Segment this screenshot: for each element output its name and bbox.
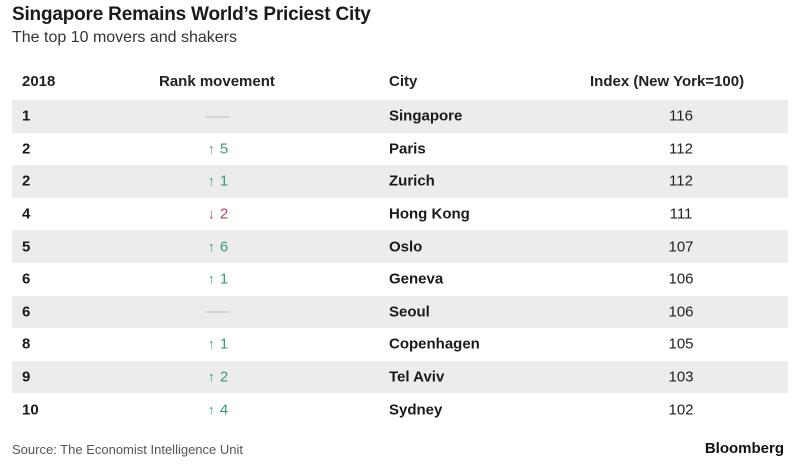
table-row: 2 ↑ 5 Paris 112 bbox=[12, 133, 788, 166]
table-row: 6 Seoul 106 bbox=[12, 295, 788, 329]
rank-cell: 8 bbox=[22, 335, 31, 353]
arrow-up-icon: ↑ bbox=[207, 270, 215, 287]
table-row: 6 ↑ 1 Geneva 106 bbox=[12, 263, 788, 296]
no-change-dash-icon bbox=[206, 311, 230, 313]
rank-change-value: 2 bbox=[219, 205, 229, 223]
table-row: 9 ↑ 2 Tel Aviv 103 bbox=[12, 360, 788, 394]
table-row: 10 ↑ 4 Sydney 102 bbox=[12, 393, 788, 426]
city-cell: Seoul bbox=[389, 303, 430, 321]
table-body: 1 Singapore 116 2 ↑ 5 Paris 112 2 ↑ 1 Zurich 112 4 ↓ 2 H… bbox=[12, 100, 788, 426]
index-cell: 116 bbox=[669, 107, 693, 125]
rank-change-value: 2 bbox=[219, 368, 229, 386]
city-cell: Singapore bbox=[389, 107, 463, 125]
rank-cell: 10 bbox=[22, 401, 39, 419]
index-cell: 106 bbox=[668, 303, 694, 321]
rank-movement-cell: ↑ 6 bbox=[203, 238, 233, 255]
chart-title: Singapore Remains World’s Priciest City bbox=[12, 4, 371, 25]
rank-table: 2018 Rank movement City Index (New York=… bbox=[12, 66, 788, 426]
rank-change-value: 5 bbox=[219, 140, 229, 158]
table-row: 2 ↑ 1 Zurich 112 bbox=[12, 165, 788, 198]
rank-change-value: 1 bbox=[219, 270, 229, 288]
col-header-city: City bbox=[389, 73, 418, 90]
table-header: 2018 Rank movement City Index (New York=… bbox=[12, 66, 788, 100]
rank-movement-cell: ↑ 2 bbox=[203, 369, 233, 386]
index-cell: 111 bbox=[669, 205, 693, 223]
rank-change-value: 1 bbox=[219, 172, 229, 190]
table-row: 8 ↑ 1 Copenhagen 105 bbox=[12, 328, 788, 361]
city-cell: Oslo bbox=[389, 238, 423, 256]
arrow-up-icon: ↑ bbox=[207, 335, 215, 352]
rank-cell: 9 bbox=[22, 368, 31, 386]
arrow-up-icon: ↑ bbox=[207, 140, 215, 157]
rank-movement-cell bbox=[203, 303, 233, 320]
rank-movement-cell: ↑ 1 bbox=[203, 336, 233, 353]
arrow-up-icon: ↑ bbox=[207, 172, 215, 189]
index-cell: 106 bbox=[668, 270, 694, 288]
city-cell: Tel Aviv bbox=[389, 368, 445, 386]
index-cell: 107 bbox=[668, 238, 694, 256]
rank-cell: 2 bbox=[22, 140, 31, 158]
brand-logo: Bloomberg bbox=[704, 440, 784, 457]
rank-cell: 6 bbox=[22, 303, 31, 321]
col-header-index: Index (New York=100) bbox=[590, 73, 745, 90]
rank-movement-cell: ↑ 1 bbox=[203, 173, 233, 190]
arrow-up-icon: ↑ bbox=[207, 401, 215, 418]
rank-movement-cell bbox=[203, 108, 233, 125]
rank-movement-cell: ↓ 2 bbox=[203, 206, 233, 223]
rank-cell: 5 bbox=[22, 238, 31, 256]
city-cell: Geneva bbox=[389, 270, 444, 288]
city-cell: Copenhagen bbox=[389, 335, 480, 353]
table-row: 4 ↓ 2 Hong Kong 111 bbox=[12, 198, 788, 231]
index-cell: 105 bbox=[668, 335, 694, 353]
arrow-up-icon: ↑ bbox=[207, 368, 215, 385]
city-cell: Sydney bbox=[389, 401, 443, 419]
rank-cell: 2 bbox=[22, 172, 31, 190]
rank-change-value: 6 bbox=[219, 238, 229, 256]
col-header-year: 2018 bbox=[22, 73, 56, 90]
rank-cell: 4 bbox=[22, 205, 31, 223]
col-header-rank-movement: Rank movement bbox=[159, 73, 275, 90]
source-note: Source: The Economist Intelligence Unit bbox=[12, 442, 243, 457]
rank-movement-cell: ↑ 4 bbox=[203, 401, 233, 418]
index-cell: 103 bbox=[668, 368, 694, 386]
rank-change-value: 1 bbox=[219, 335, 229, 353]
city-cell: Zurich bbox=[389, 172, 435, 190]
chart-subtitle: The top 10 movers and shakers bbox=[12, 29, 238, 46]
no-change-dash-icon bbox=[206, 116, 230, 118]
rank-movement-cell: ↑ 5 bbox=[203, 140, 233, 157]
index-cell: 112 bbox=[669, 140, 693, 158]
city-cell: Hong Kong bbox=[389, 205, 470, 223]
arrow-down-icon: ↓ bbox=[207, 205, 215, 222]
arrow-up-icon: ↑ bbox=[207, 238, 215, 255]
index-cell: 102 bbox=[668, 401, 694, 419]
city-cell: Paris bbox=[389, 140, 426, 158]
rank-cell: 6 bbox=[22, 270, 31, 288]
rank-change-value: 4 bbox=[219, 401, 229, 419]
index-cell: 112 bbox=[669, 172, 693, 190]
table-row: 5 ↑ 6 Oslo 107 bbox=[12, 230, 788, 263]
rank-cell: 1 bbox=[22, 107, 31, 125]
table-row: 1 Singapore 116 bbox=[12, 100, 788, 133]
rank-movement-cell: ↑ 1 bbox=[203, 271, 233, 288]
